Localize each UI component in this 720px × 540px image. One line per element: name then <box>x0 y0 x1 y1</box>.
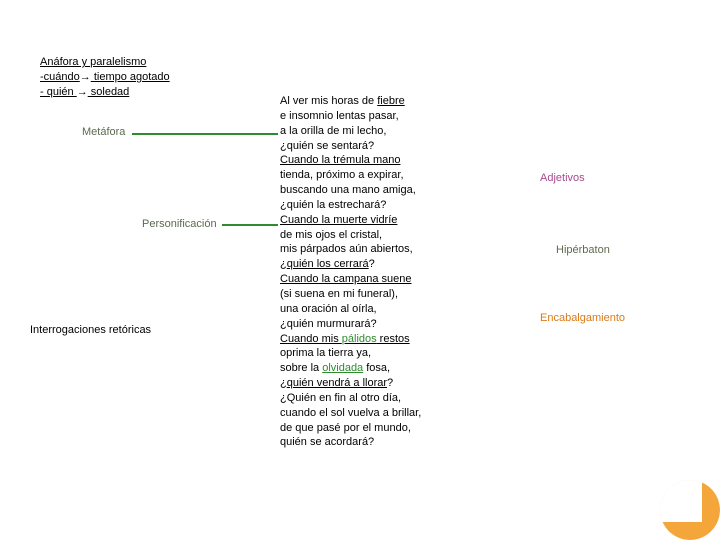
header-line2b: tiempo agotado <box>91 71 170 83</box>
connector-metafora <box>132 133 278 135</box>
label-personificacion: Personificación <box>142 218 217 230</box>
brand-circle <box>660 480 720 540</box>
label-metafora: Metáfora <box>82 126 125 138</box>
poem-line: ¿quién se sentará? <box>280 139 421 154</box>
poem-line: una oración al oírla, <box>280 302 421 317</box>
poem-line: Cuando la campana suene <box>280 272 421 287</box>
label-interrogaciones: Interrogaciones retóricas <box>30 324 151 336</box>
header-line1: Anáfora y paralelismo <box>40 56 146 68</box>
poem-line: ¿quién murmurará? <box>280 317 421 332</box>
header-arrow1: → <box>80 71 91 83</box>
label-hiperbaton: Hipérbaton <box>556 244 610 256</box>
poem-line: de mis ojos el cristal, <box>280 228 421 243</box>
poem-line: ¿quién los cerrará? <box>280 257 421 272</box>
poem-line: Al ver mis horas de fiebre <box>280 94 421 109</box>
poem-line: Cuando la muerte vidríe <box>280 213 421 228</box>
label-adjetivos: Adjetivos <box>540 172 585 184</box>
header-arrow2: → <box>77 86 88 98</box>
poem-line: sobre la olvidada fosa, <box>280 361 421 376</box>
poem-line: Cuando mis pálidos restos <box>280 332 421 347</box>
poem-line: ¿Quién en fin al otro día, <box>280 391 421 406</box>
poem-line: tienda, próximo a expirar, <box>280 168 421 183</box>
poem-line: buscando una mano amiga, <box>280 183 421 198</box>
poem-line: Cuando la trémula mano <box>280 153 421 168</box>
poem-line: a la orilla de mi lecho, <box>280 124 421 139</box>
header-line3a: - quién <box>40 86 77 98</box>
poem-line: mis párpados aún abiertos, <box>280 242 421 257</box>
header-line2a: -cuándo <box>40 71 80 83</box>
poem-line: ¿quién la estrechará? <box>280 198 421 213</box>
poem-line: e insomnio lentas pasar, <box>280 109 421 124</box>
header-line3b: soledad <box>88 86 130 98</box>
header-block: Anáfora y paralelismo -cuándo→ tiempo ag… <box>40 55 170 100</box>
poem-block: Al ver mis horas de fiebree insomnio len… <box>280 94 421 450</box>
poem-line: de que pasé por el mundo, <box>280 421 421 436</box>
poem-line: quién se acordará? <box>280 435 421 450</box>
poem-line: ¿quién vendrá a llorar? <box>280 376 421 391</box>
poem-line: oprima la tierra ya, <box>280 346 421 361</box>
poem-line: (si suena en mi funeral), <box>280 287 421 302</box>
label-encabalgamiento: Encabalgamiento <box>540 312 625 324</box>
connector-personificacion <box>222 224 278 226</box>
poem-line: cuando el sol vuelva a brillar, <box>280 406 421 421</box>
